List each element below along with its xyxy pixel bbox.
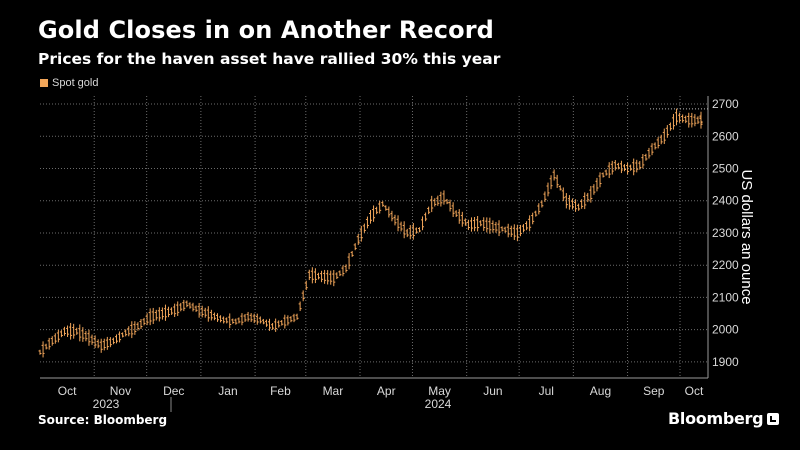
y-axis-label: US dollars an ounce bbox=[738, 169, 755, 304]
y-tick-label: 2400 bbox=[712, 194, 739, 208]
x-tick-label: Jun bbox=[483, 384, 502, 398]
x-tick-label: Mar bbox=[323, 384, 344, 398]
x-tick-label: Apr bbox=[377, 384, 396, 398]
x-tick-label: Feb bbox=[270, 384, 291, 398]
y-tick-label: 2600 bbox=[712, 129, 739, 143]
y-tick-label: 2500 bbox=[712, 162, 739, 176]
legend-label: Spot gold bbox=[52, 77, 99, 89]
y-tick-label: 2200 bbox=[712, 258, 739, 272]
y-tick-label: 2300 bbox=[712, 226, 739, 240]
chart-title: Gold Closes in on Another Record bbox=[38, 16, 494, 44]
x-tick-label: Jan bbox=[218, 384, 237, 398]
legend-swatch bbox=[40, 79, 48, 87]
y-tick-label: 1900 bbox=[712, 355, 739, 369]
y-tick-label: 2700 bbox=[712, 97, 739, 111]
brand-logo: Bloomberg bbox=[668, 409, 780, 428]
x-tick-label: Nov bbox=[110, 384, 131, 398]
year-label: 2023 bbox=[93, 397, 120, 411]
x-tick-label: Sep bbox=[643, 384, 665, 398]
x-tick-label: Jul bbox=[539, 384, 554, 398]
chart-subtitle: Prices for the haven asset have rallied … bbox=[38, 50, 501, 68]
source-note: Source: Bloomberg bbox=[38, 413, 168, 427]
legend: Spot gold bbox=[40, 77, 98, 89]
x-tick-label: May bbox=[428, 384, 451, 398]
y-tick-label: 2000 bbox=[712, 323, 739, 337]
x-tick-label: Aug bbox=[590, 384, 611, 398]
y-tick-label: 2100 bbox=[712, 290, 739, 304]
x-tick-label: Oct bbox=[58, 384, 77, 398]
brand-mark-icon bbox=[767, 412, 780, 425]
x-tick-label: Oct bbox=[685, 384, 704, 398]
brand-name: Bloomberg bbox=[668, 409, 764, 428]
x-tick-label: Dec bbox=[163, 384, 184, 398]
year-label: 2024 bbox=[425, 397, 452, 411]
